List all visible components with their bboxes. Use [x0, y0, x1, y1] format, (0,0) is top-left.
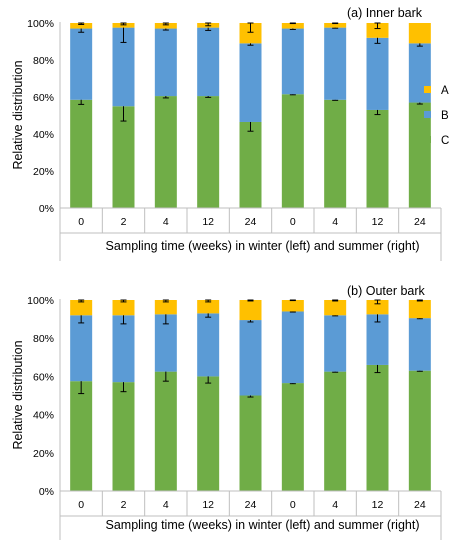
legend: A B C — [424, 85, 449, 147]
bar-segment-c — [239, 121, 262, 208]
bar-segment-c — [197, 96, 220, 208]
y-tick-label: 0% — [39, 203, 54, 215]
bar-segment-b — [408, 43, 431, 103]
x-tick-label: 0 — [290, 499, 296, 511]
bar-segment-c — [366, 109, 389, 208]
legend-label-a: A — [441, 85, 449, 97]
x-tick-label: 4 — [332, 216, 338, 228]
bar-segment-c — [112, 106, 135, 208]
bar-segment-a — [408, 23, 431, 44]
bar-segment-b — [366, 37, 389, 110]
bar-segment-c — [324, 99, 347, 208]
panel-inner-bark: 0%20%40%60%80%100%0 2 4 12 24 0 4 12 24Sampling … — [11, 6, 442, 261]
x-tick-label: 0 — [78, 216, 84, 228]
bar-segment-a — [154, 23, 177, 29]
bar-segment-b — [154, 314, 177, 372]
y-tick-label: 100% — [27, 295, 54, 307]
bar-segment-a — [112, 300, 135, 316]
y-tick-label: 40% — [33, 410, 54, 422]
x-tick-label: 12 — [372, 216, 384, 228]
legend-label-b: B — [441, 110, 449, 122]
bar-segment-c — [197, 376, 220, 491]
x-tick-label: 24 — [414, 216, 426, 228]
y-axis-label: Relative distribution — [11, 340, 25, 449]
bar-segment-b — [324, 27, 347, 100]
panel-title: (a) Inner bark — [347, 6, 423, 20]
bar-segment-b — [197, 313, 220, 377]
y-tick-label: 20% — [33, 166, 54, 178]
y-axis-label: Relative distribution — [11, 60, 25, 169]
x-tick-label: 2 — [121, 216, 127, 228]
bar-segment-c — [70, 99, 93, 208]
x-tick-label: 12 — [202, 499, 214, 511]
bar-segment-b — [197, 27, 220, 97]
bar-segment-c — [408, 102, 431, 208]
y-tick-label: 0% — [39, 486, 54, 498]
bar-segment-b — [70, 28, 93, 100]
x-tick-label: 24 — [245, 499, 257, 511]
bar-segment-a — [366, 23, 389, 38]
bar-segment-c — [112, 382, 135, 491]
x-tick-label: 12 — [372, 499, 384, 511]
bar-segment-b — [70, 315, 93, 382]
panel-outer-bark: 0%20%40%60%80%100%0 2 4 12 24 0 4 12 24Sampling … — [11, 284, 442, 540]
bar-segment-c — [281, 94, 304, 208]
bar-segment-b — [281, 311, 304, 384]
bar-segment-c — [324, 371, 347, 491]
bar-segment-b — [112, 315, 135, 383]
bar-segment-a — [239, 23, 262, 44]
y-tick-label: 40% — [33, 129, 54, 141]
y-tick-label: 60% — [33, 92, 54, 104]
legend-label-c: C — [441, 135, 449, 147]
bar-segment-b — [239, 43, 262, 122]
bar-segment-a — [324, 23, 347, 28]
x-tick-label: 12 — [202, 216, 214, 228]
y-tick-label: 60% — [33, 371, 54, 383]
bar-segment-c — [281, 383, 304, 491]
bar-segment-a — [324, 300, 347, 316]
legend-swatch-a — [424, 86, 431, 93]
x-tick-label: 4 — [332, 499, 338, 511]
panel-title: (b) Outer bark — [347, 284, 426, 298]
bar-segment-a — [70, 300, 93, 316]
x-tick-label: 24 — [245, 216, 257, 228]
bar-segment-c — [366, 364, 389, 491]
x-tick-label: 4 — [163, 216, 169, 228]
bar-segment-a — [154, 300, 177, 315]
bar-segment-a — [239, 300, 262, 321]
bar-segment-b — [408, 318, 431, 371]
x-axis-label: Sampling time (weeks) in winter (left) a… — [106, 239, 420, 253]
bar-segment-a — [408, 300, 431, 319]
y-tick-label: 20% — [33, 448, 54, 460]
bar-segment-a — [70, 23, 93, 29]
y-tick-label: 80% — [33, 55, 54, 67]
bar-segment-b — [324, 315, 347, 372]
legend-swatch-b — [424, 111, 431, 118]
bar-segment-a — [197, 300, 220, 314]
bar-segment-c — [70, 381, 93, 491]
y-tick-label: 80% — [33, 333, 54, 345]
y-tick-label: 100% — [27, 18, 54, 30]
bar-segment-a — [366, 300, 389, 315]
bar-segment-b — [154, 28, 177, 97]
bar-segment-c — [408, 370, 431, 491]
bar-segment-b — [366, 314, 389, 365]
bar-segment-c — [239, 395, 262, 491]
x-tick-label: 4 — [163, 499, 169, 511]
x-tick-label: 24 — [414, 499, 426, 511]
x-tick-label: 0 — [78, 499, 84, 511]
legend-swatch-c — [424, 136, 431, 143]
bar-segment-a — [281, 300, 304, 312]
bar-segment-b — [112, 27, 135, 107]
x-axis-label: Sampling time (weeks) in winter (left) a… — [106, 518, 420, 532]
bar-segment-c — [154, 96, 177, 208]
bar-segment-b — [281, 28, 304, 95]
bar-segment-c — [154, 371, 177, 491]
x-tick-label: 0 — [290, 216, 296, 228]
x-tick-label: 2 — [121, 499, 127, 511]
bar-segment-b — [239, 320, 262, 396]
bar-segment-a — [281, 23, 304, 29]
